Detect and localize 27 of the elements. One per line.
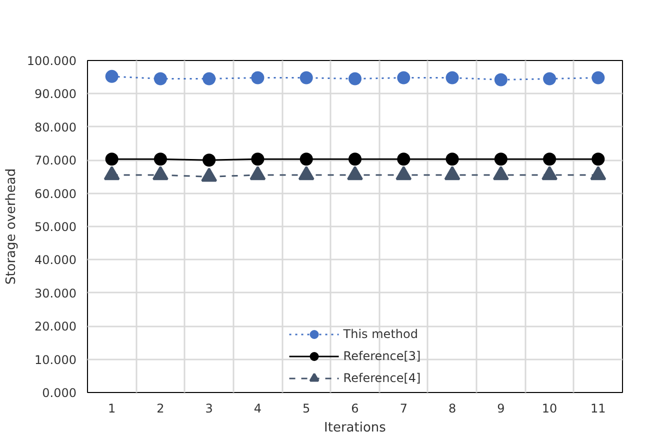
legend-label: Reference[3] [343,349,421,363]
x-tick-label: 9 [497,402,505,416]
x-tick-label: 4 [254,402,262,416]
x-tick-label: 8 [448,402,456,416]
x-tick-label: 10 [542,402,558,416]
y-tick-label: 100.000 [26,54,76,68]
y-tick-label: 80.000 [34,120,77,134]
y-tick-label: 90.000 [34,87,77,102]
y-tick-label: 60.000 [34,186,77,201]
legend-label: This method [343,327,418,341]
y-tick-label: 40.000 [34,253,77,268]
x-axis-title: Iterations [324,420,386,436]
x-tick-label: 2 [156,402,164,416]
x-tick-label: 3 [205,402,213,416]
x-tick-label: 6 [351,402,359,416]
y-tick-label: 50.000 [34,220,77,234]
x-tick-label: 7 [400,402,408,416]
y-tick-label: 20.000 [34,320,77,334]
legend-label: Reference[4] [343,371,421,385]
x-tick-label: 5 [302,402,310,416]
y-axis-title: Storage overhead [4,168,19,285]
y-tick-label: 70.000 [34,154,77,168]
y-tick-label: 0.000 [42,386,77,400]
x-tick-label: 11 [590,402,606,416]
y-tick-label: 10.000 [34,352,77,367]
x-tick-label: 1 [108,402,116,416]
y-tick-label: 30.000 [34,286,77,300]
